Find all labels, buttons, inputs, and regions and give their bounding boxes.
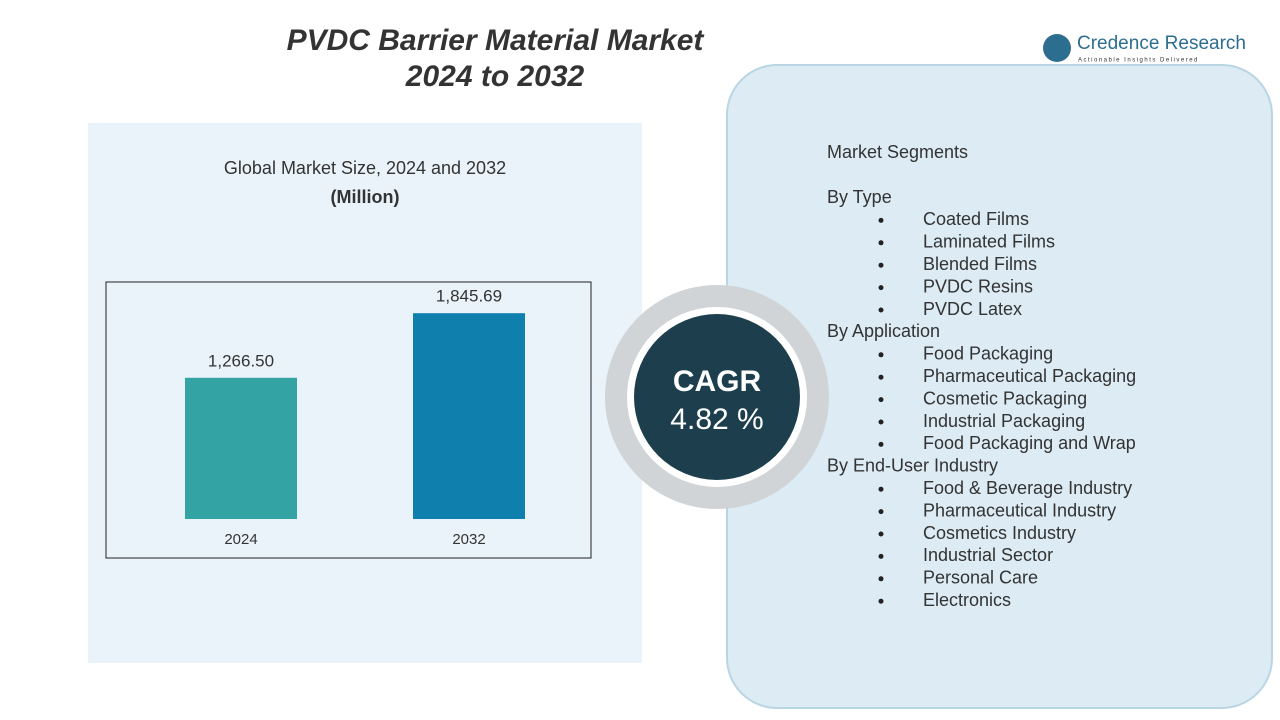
bullet xyxy=(878,576,884,582)
bullet xyxy=(878,262,884,268)
segment-group: By Type xyxy=(827,187,892,207)
segment-item: Industrial Packaging xyxy=(923,411,1085,431)
value-label: 1,845.69 xyxy=(436,287,502,306)
bullet xyxy=(878,352,884,358)
segment-item: PVDC Latex xyxy=(923,299,1022,319)
bullet xyxy=(878,531,884,537)
page-title: PVDC Barrier Material Market xyxy=(287,24,706,57)
segment-item: Food Packaging and Wrap xyxy=(923,433,1136,453)
segment-item: Industrial Sector xyxy=(923,545,1053,565)
bar xyxy=(185,377,297,519)
chart-subtitle: (Million) xyxy=(331,187,400,207)
segments-title: Market Segments xyxy=(827,142,968,162)
bullet xyxy=(878,553,884,559)
bullet xyxy=(878,307,884,313)
segment-item: Pharmaceutical Packaging xyxy=(923,366,1136,386)
bullet xyxy=(878,397,884,403)
bullet xyxy=(878,240,884,246)
logo-icon xyxy=(1043,34,1071,62)
bullet xyxy=(878,419,884,425)
logo-name: Credence Research xyxy=(1077,33,1246,54)
segment-group: By Application xyxy=(827,321,940,341)
chart-frame xyxy=(105,281,592,559)
bullet xyxy=(878,486,884,492)
bullet xyxy=(878,285,884,291)
x-tick-label: 2032 xyxy=(452,531,485,548)
page-subtitle: 2024 to 2032 xyxy=(405,60,585,93)
bullet xyxy=(878,217,884,223)
value-label: 1,266.50 xyxy=(208,351,274,370)
logo-tagline: Actionable Insights Delivered xyxy=(1078,58,1199,64)
chart-title: Global Market Size, 2024 and 2032 xyxy=(224,158,506,178)
segment-item: Cosmetic Packaging xyxy=(923,388,1087,408)
bar xyxy=(413,313,525,519)
segment-item: Personal Care xyxy=(923,568,1038,588)
left-panel xyxy=(88,123,642,663)
bullet xyxy=(878,598,884,604)
cagr-circle xyxy=(634,314,800,480)
cagr-value: 4.82 % xyxy=(670,403,763,436)
bullet xyxy=(878,509,884,515)
segment-group: By End-User Industry xyxy=(827,456,998,476)
segment-item: Pharmaceutical Industry xyxy=(923,500,1116,520)
bullet xyxy=(878,441,884,447)
x-tick-label: 2024 xyxy=(224,531,257,548)
segment-item: PVDC Resins xyxy=(923,276,1033,296)
segment-item: Coated Films xyxy=(923,209,1029,229)
segment-item: Laminated Films xyxy=(923,232,1055,252)
segment-item: Cosmetics Industry xyxy=(923,523,1076,543)
bullet xyxy=(878,374,884,380)
segment-item: Blended Films xyxy=(923,254,1037,274)
segment-item: Food & Beverage Industry xyxy=(923,478,1132,498)
cagr-label: CAGR xyxy=(673,365,762,398)
segment-item: Food Packaging xyxy=(923,344,1053,364)
segment-item: Electronics xyxy=(923,590,1011,610)
